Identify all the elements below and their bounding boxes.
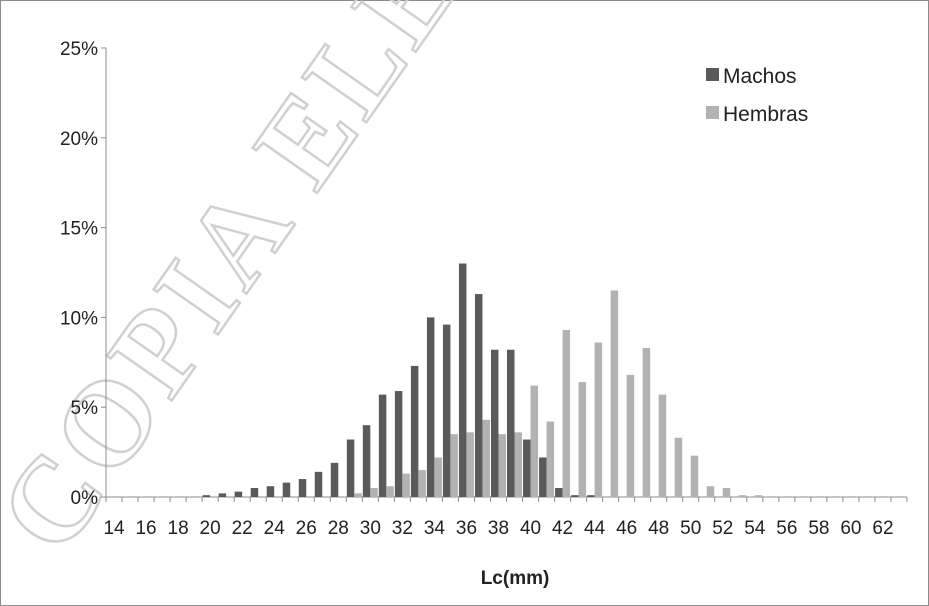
- bar-machos-28: [330, 462, 339, 497]
- x-axis: [105, 496, 908, 502]
- bar-hembras-47: [642, 347, 651, 497]
- legend: Machos Hembras: [706, 65, 808, 126]
- bar-machos-36: [458, 263, 467, 497]
- bar-machos-40: [523, 439, 531, 497]
- bar-hembras-38: [498, 434, 506, 497]
- bar-machos-21: [218, 493, 227, 497]
- x-tick-label: 40: [520, 518, 541, 539]
- x-tick-label: 44: [584, 518, 606, 539]
- x-tick-label: 48: [648, 518, 669, 539]
- bar-hembras-34: [434, 457, 442, 497]
- x-tick-label: 36: [456, 518, 477, 539]
- bar-machos-32: [394, 391, 403, 497]
- bar-machos-25: [282, 482, 291, 497]
- bar-machos-30: [362, 425, 371, 497]
- legend-label-hembras: Hembras: [723, 103, 808, 126]
- bar-hembras-43: [578, 382, 587, 497]
- bar-machos-20: [202, 495, 211, 497]
- x-tick-label: 18: [168, 518, 189, 539]
- bar-machos-35: [442, 324, 451, 497]
- bar-machos-37: [474, 294, 483, 497]
- bar-machos-26: [298, 479, 307, 497]
- x-tick-label: 38: [488, 518, 509, 539]
- y-tick-label: 5%: [71, 398, 99, 419]
- x-tick-label: 50: [680, 518, 701, 539]
- x-tick-label: 56: [776, 518, 797, 539]
- bar-hembras-32: [402, 473, 410, 497]
- bar-hembras-35: [450, 434, 458, 497]
- legend-item-machos: Machos: [706, 65, 797, 88]
- bar-hembras-48: [658, 394, 667, 497]
- y-tick-label: 20%: [60, 129, 98, 150]
- x-tick-label: 58: [808, 518, 829, 539]
- bar-machos-24: [266, 486, 275, 497]
- x-tick-label: 16: [135, 518, 156, 539]
- x-tick-label: 28: [328, 518, 349, 539]
- bar-machos-22: [234, 491, 243, 497]
- bar-machos-27: [314, 471, 323, 497]
- bar-machos-34: [426, 317, 435, 497]
- legend-swatch-hembras: [706, 106, 719, 119]
- bar-hembras-44: [594, 342, 603, 497]
- x-tick-label: 54: [744, 518, 766, 539]
- y-tick-labels: 0% 5% 10% 15% 20% 25%: [60, 39, 98, 509]
- x-tick-label: 52: [712, 518, 733, 539]
- x-tick-label: 42: [552, 518, 573, 539]
- bar-hembras-49: [674, 437, 683, 497]
- bar-hembras-39: [514, 432, 523, 497]
- x-tick-label: 60: [840, 518, 861, 539]
- y-axis: [101, 47, 107, 498]
- bar-machos-42: [555, 488, 563, 497]
- bar-hembras-46: [626, 374, 635, 497]
- bar-hembras-40: [530, 385, 539, 497]
- bar-hembras-31: [386, 486, 394, 497]
- x-tick-label: 32: [392, 518, 413, 539]
- bar-machos-41: [539, 457, 547, 497]
- x-tick-label: 62: [872, 518, 893, 539]
- legend-item-hembras: Hembras: [706, 103, 808, 126]
- x-axis-title: Lc(mm): [481, 568, 550, 589]
- bar-hembras-50: [690, 455, 699, 497]
- bar-hembras-33: [418, 470, 426, 497]
- bar-hembras-36: [466, 432, 474, 497]
- x-tick-label: 26: [296, 518, 317, 539]
- x-tick-label: 22: [232, 518, 253, 539]
- bar-hembras-41: [546, 421, 555, 497]
- x-tick-label: 24: [264, 518, 286, 539]
- bar-machos-44: [587, 495, 595, 497]
- bars: [202, 263, 763, 497]
- bar-hembras-53: [738, 495, 747, 497]
- bar-hembras-45: [610, 290, 619, 497]
- x-tick-label: 34: [424, 518, 446, 539]
- bar-hembras-42: [562, 329, 571, 497]
- bar-hembras-30: [370, 488, 378, 497]
- bar-hembras-29: [354, 493, 362, 497]
- bar-machos-29: [346, 439, 355, 497]
- x-tick-label: 14: [103, 518, 125, 539]
- y-tick-label: 0%: [71, 488, 99, 509]
- bar-hembras-37: [482, 419, 490, 497]
- y-tick-label: 25%: [60, 39, 98, 60]
- bar-machos-23: [250, 488, 259, 497]
- y-tick-label: 15%: [60, 219, 98, 240]
- legend-label-machos: Machos: [723, 65, 797, 88]
- bar-hembras-51: [706, 486, 715, 497]
- bar-machos-38: [490, 349, 499, 497]
- bar-machos-31: [378, 394, 387, 497]
- x-tick-label: 30: [360, 518, 381, 539]
- bar-machos-39: [507, 349, 515, 497]
- x-tick-labels: 14 16 18 20 22 24 26 28 30 32 34 36 38 40 42 44 46 48 50 52…: [103, 518, 893, 539]
- y-tick-label: 10%: [60, 308, 98, 329]
- bar-hembras-54: [754, 495, 763, 497]
- bar-machos-33: [410, 365, 419, 497]
- bar-machos-43: [571, 495, 579, 497]
- x-tick-label: 20: [200, 518, 221, 539]
- legend-swatch-machos: [706, 68, 719, 81]
- x-tick-label: 46: [616, 518, 637, 539]
- bar-hembras-52: [722, 488, 731, 497]
